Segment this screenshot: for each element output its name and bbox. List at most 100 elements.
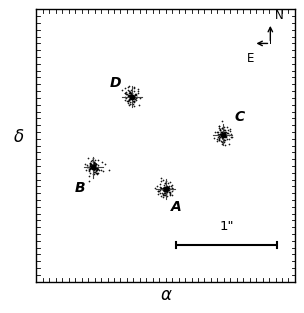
Point xyxy=(85,156,90,161)
Point xyxy=(164,183,169,188)
Point xyxy=(165,187,170,192)
Point xyxy=(220,139,225,144)
Point xyxy=(164,193,169,198)
Point xyxy=(218,128,223,133)
Point xyxy=(91,171,95,176)
Point xyxy=(93,158,98,163)
Point xyxy=(160,177,165,182)
Point xyxy=(123,90,128,95)
Point xyxy=(94,170,99,175)
Point xyxy=(167,192,172,197)
Point xyxy=(221,125,226,130)
Point xyxy=(93,169,98,174)
Point xyxy=(217,127,222,132)
Point xyxy=(156,188,161,193)
Point xyxy=(88,166,93,171)
Point xyxy=(165,186,170,191)
Point xyxy=(95,165,99,170)
Point xyxy=(217,132,222,137)
Point xyxy=(94,167,99,172)
Point xyxy=(92,160,97,165)
Point xyxy=(155,192,160,197)
Point xyxy=(132,98,137,103)
Point xyxy=(126,95,131,100)
Point xyxy=(126,92,131,97)
Point xyxy=(217,137,222,142)
Point xyxy=(169,183,174,188)
Point xyxy=(226,141,231,146)
Point xyxy=(219,140,224,145)
Point xyxy=(126,88,131,93)
Point xyxy=(161,186,166,191)
Point xyxy=(162,190,167,195)
Point xyxy=(88,161,93,166)
Point xyxy=(164,188,168,193)
Point xyxy=(92,167,96,172)
Point xyxy=(226,132,231,137)
Point xyxy=(88,161,92,166)
Point xyxy=(92,160,97,165)
Point xyxy=(161,189,166,194)
Point xyxy=(107,167,112,172)
Text: C: C xyxy=(234,110,244,124)
Point xyxy=(220,132,225,137)
Point xyxy=(92,163,97,168)
Point xyxy=(132,98,137,103)
Point xyxy=(162,189,167,194)
Point xyxy=(92,160,97,165)
Point xyxy=(218,133,223,138)
Point xyxy=(87,168,92,173)
Point xyxy=(220,141,225,146)
Point xyxy=(133,97,138,102)
Point xyxy=(155,188,160,193)
Point xyxy=(126,85,131,90)
Point xyxy=(168,189,172,194)
Point xyxy=(217,126,222,131)
Point xyxy=(97,168,102,173)
Point xyxy=(130,96,135,101)
Point xyxy=(124,91,129,96)
Point xyxy=(86,165,91,170)
Point xyxy=(84,162,89,167)
Point xyxy=(127,90,132,95)
Point xyxy=(216,137,221,142)
Point xyxy=(131,96,136,101)
Point xyxy=(159,185,164,190)
Point xyxy=(102,162,107,167)
Point xyxy=(161,193,166,198)
Point xyxy=(217,123,222,128)
Point xyxy=(219,132,224,137)
Point xyxy=(222,131,227,136)
Point xyxy=(223,130,228,135)
Point xyxy=(214,136,219,141)
Point xyxy=(223,135,227,140)
Point xyxy=(88,161,92,166)
Point xyxy=(131,94,136,99)
Point xyxy=(90,166,95,171)
Point xyxy=(130,96,134,101)
Point xyxy=(213,130,218,135)
Point xyxy=(221,133,226,138)
Point xyxy=(123,94,128,99)
Point xyxy=(222,127,227,132)
Point xyxy=(127,83,132,88)
Point xyxy=(129,92,133,97)
Point xyxy=(99,168,104,173)
Point xyxy=(133,96,138,101)
Point xyxy=(92,164,97,169)
Point xyxy=(164,191,169,196)
Point xyxy=(127,103,132,108)
Point xyxy=(170,189,174,194)
Point xyxy=(129,95,134,100)
Point xyxy=(136,88,140,93)
Point xyxy=(94,165,98,170)
Point xyxy=(229,132,233,137)
Point xyxy=(166,185,171,190)
Point xyxy=(95,158,100,163)
Point xyxy=(126,96,131,101)
Point xyxy=(224,131,229,136)
Point xyxy=(171,187,176,192)
Point xyxy=(95,170,100,175)
Point xyxy=(214,129,219,134)
Point xyxy=(155,184,160,189)
